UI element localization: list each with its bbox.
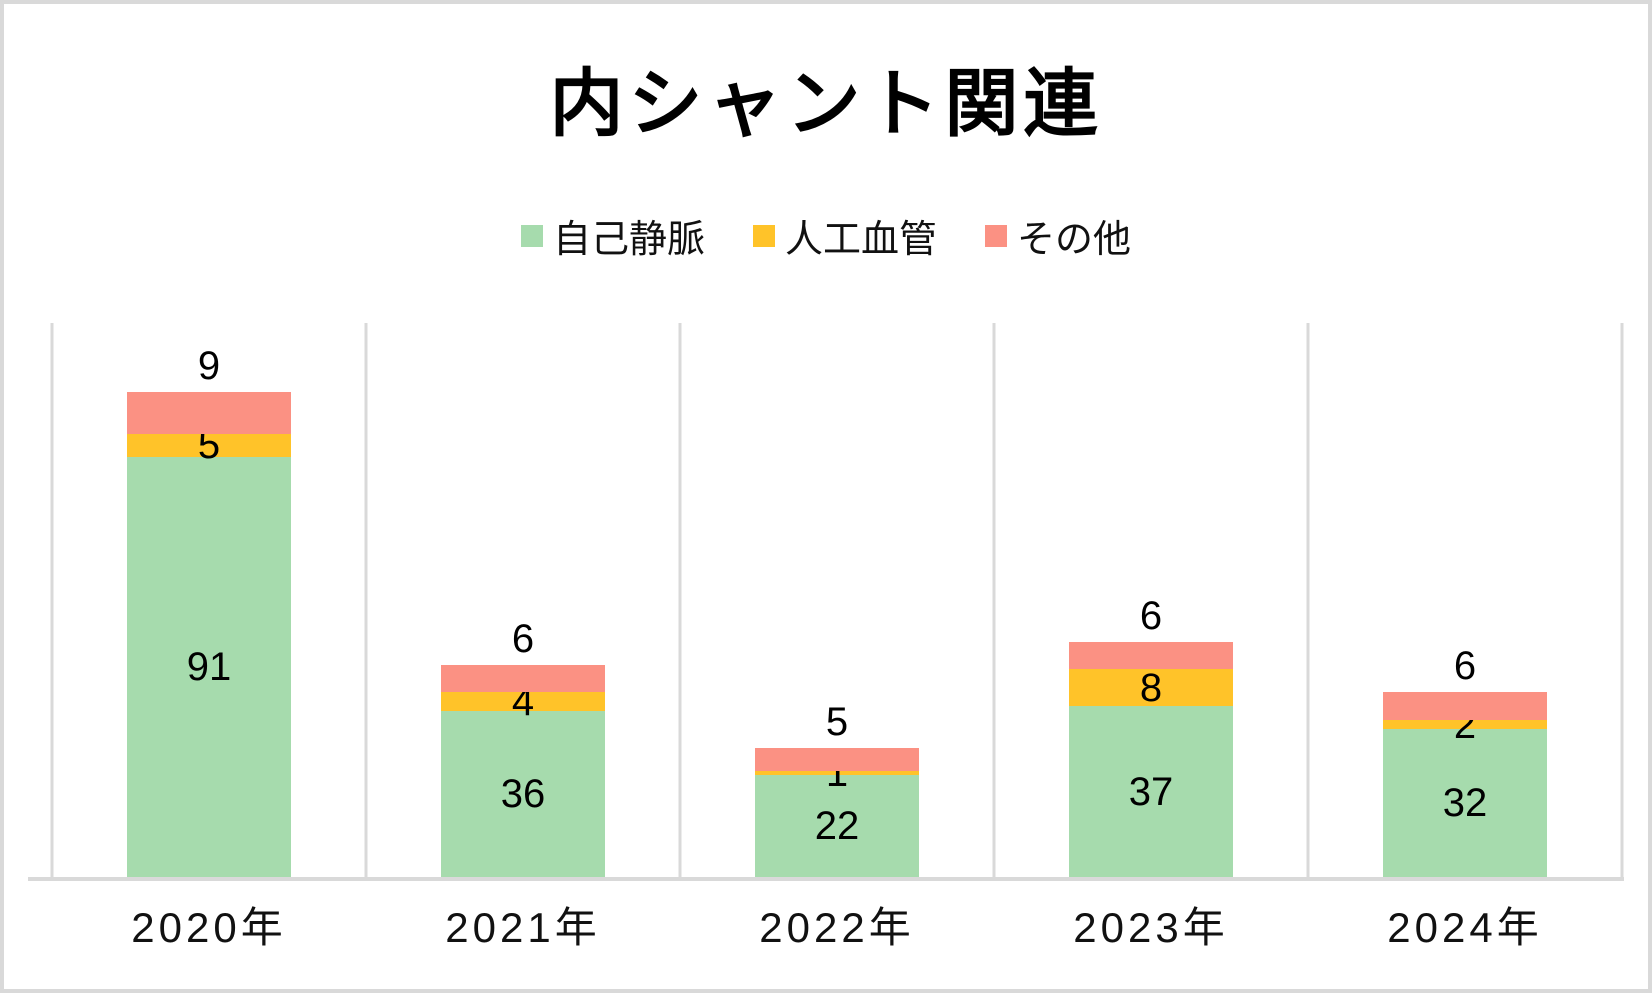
data-label-autologous-vein: 22 [814, 804, 860, 849]
bar-segment-other [755, 747, 919, 771]
category-gridline [364, 323, 368, 877]
bar-segment-prosthetic-graft [1383, 720, 1547, 730]
legend-label-other: その他 [1017, 219, 1132, 261]
legend-swatch-other [985, 224, 1007, 247]
legend-swatch-prosthetic-graft [752, 224, 775, 247]
legend-label-prosthetic-graft: 人工血管 [784, 219, 937, 261]
bar-2020: 91 5 9 [127, 323, 291, 877]
bar-2024: 32 2 6 [1383, 323, 1547, 877]
data-label-other: 6 [1139, 593, 1163, 638]
x-axis-label-2020: 2020年 [131, 904, 287, 951]
bar-segment-other [1069, 641, 1233, 670]
bar-segment-prosthetic-graft [441, 692, 605, 711]
x-axis-label-2024: 2024年 [1387, 904, 1543, 951]
bar-segment-autologous-vein [441, 710, 605, 877]
bar-segment-autologous-vein [127, 456, 291, 877]
legend-item-prosthetic-graft: 人工血管 [752, 208, 937, 263]
x-axis-label-2022: 2022年 [759, 904, 915, 951]
data-label-autologous-vein: 32 [1442, 781, 1488, 826]
data-label-prosthetic-graft: 8 [1139, 665, 1163, 710]
plot-area: 91 5 9 36 4 6 22 1 5 37 8 6 32 2 6 [50, 323, 1624, 877]
data-label-other: 9 [197, 344, 221, 389]
bar-segment-other [1383, 692, 1547, 721]
category-gridline [678, 323, 682, 877]
legend-item-other: その他 [985, 208, 1131, 263]
bar-segment-autologous-vein [755, 775, 919, 877]
x-axis-labels: 2020年 2021年 2022年 2023年 2024年 [52, 894, 1622, 955]
data-label-prosthetic-graft: 5 [197, 423, 221, 468]
bar-segment-prosthetic-graft [755, 770, 919, 776]
category-gridline [50, 323, 54, 877]
data-label-other: 6 [1453, 644, 1477, 689]
bar-segment-prosthetic-graft [127, 433, 291, 457]
data-label-autologous-vein: 37 [1128, 769, 1174, 814]
bar-segment-other [127, 392, 291, 434]
x-axis-label-2023: 2023年 [1073, 904, 1229, 951]
chart-title: 内シャント関連 [549, 62, 1103, 145]
category-gridline [1306, 323, 1310, 877]
bar-2022: 22 1 5 [755, 323, 919, 877]
bar-segment-autologous-vein [1069, 706, 1233, 877]
bar-2023: 37 8 6 [1069, 323, 1233, 877]
category-gridline [992, 323, 996, 877]
legend-label-autologous-vein: 自己静脈 [552, 219, 705, 261]
bar-segment-autologous-vein [1383, 729, 1547, 877]
category-gridline [1620, 323, 1624, 877]
data-label-other: 6 [511, 616, 535, 661]
legend: 自己静脈 人工血管 その他 [4, 208, 1648, 263]
data-label-autologous-vein: 36 [500, 771, 546, 816]
legend-swatch-autologous-vein [520, 224, 543, 247]
legend-item-autologous-vein: 自己静脈 [520, 208, 705, 263]
bar-segment-prosthetic-graft [1069, 669, 1233, 707]
x-axis-line [28, 877, 1624, 881]
data-label-autologous-vein: 91 [186, 644, 232, 689]
x-axis-label-2021: 2021年 [445, 904, 601, 951]
bar-segment-other [441, 664, 605, 693]
data-label-other: 5 [825, 699, 849, 744]
bar-2021: 36 4 6 [441, 323, 605, 877]
